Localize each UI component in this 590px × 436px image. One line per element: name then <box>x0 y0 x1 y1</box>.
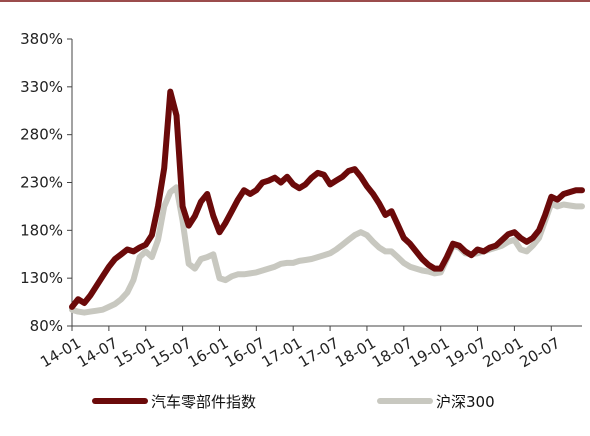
y-axis: 80% 130% 180% 230% 280% 330% 380% <box>20 30 73 335</box>
x-tick-label: 15-07 <box>148 334 195 371</box>
x-tick-label: 19-01 <box>406 334 453 371</box>
series-line-0 <box>69 88 585 310</box>
x-tick-label: 14-07 <box>74 334 121 371</box>
x-tick-label: 20-01 <box>480 334 527 371</box>
y-tick-label: 180% <box>20 221 63 239</box>
x-tick-label: 17-01 <box>258 334 305 371</box>
x-tick-label: 16-07 <box>222 334 269 371</box>
x-tick-label: 16-01 <box>185 334 232 371</box>
x-tick-label: 18-01 <box>332 334 379 371</box>
y-tick-label: 80% <box>30 317 63 335</box>
y-tick-label: 280% <box>20 126 63 144</box>
x-tick-label: 14-01 <box>37 334 84 371</box>
x-tick-label: 18-07 <box>369 334 416 371</box>
y-tick-label: 230% <box>20 174 63 192</box>
series-line-1 <box>69 184 585 316</box>
legend: 汽车零部件指数 沪深300 <box>92 393 495 411</box>
y-tick-label: 380% <box>20 30 63 48</box>
x-axis: 14-0114-0715-0115-0716-0116-0717-0117-07… <box>37 325 582 371</box>
series-layer <box>69 88 585 316</box>
x-tick-label: 17-07 <box>295 334 342 371</box>
y-tick-label: 130% <box>20 269 63 287</box>
legend-label-1: 沪深300 <box>436 393 495 411</box>
x-tick-label: 20-07 <box>517 334 564 371</box>
x-tick-label: 15-01 <box>111 334 158 371</box>
x-tick-label: 19-07 <box>443 334 490 371</box>
y-tick-label: 330% <box>20 78 63 96</box>
legend-label-0: 汽车零部件指数 <box>151 393 256 411</box>
